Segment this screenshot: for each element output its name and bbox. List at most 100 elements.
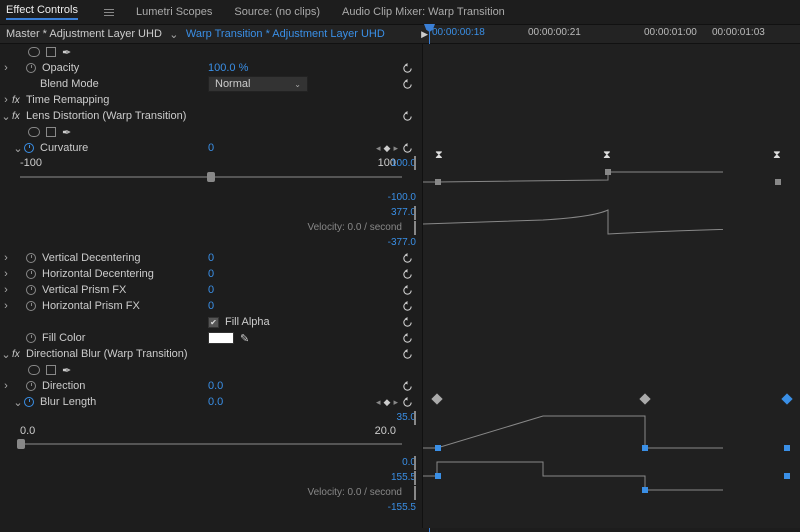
- expand-blur-length[interactable]: ⌄: [12, 396, 24, 409]
- reset-icon[interactable]: [402, 63, 416, 74]
- panel-menu-icon[interactable]: [104, 9, 114, 16]
- keyframe-diamond[interactable]: [781, 393, 792, 404]
- reset-icon[interactable]: [402, 397, 416, 408]
- playhead-time: 00:00:00:18: [432, 27, 485, 38]
- graph-point[interactable]: [435, 179, 441, 185]
- blend-mode-dropdown[interactable]: Normal ⌄: [208, 76, 308, 92]
- stopwatch-icon[interactable]: [24, 397, 34, 407]
- ellipse-mask-icon[interactable]: [28, 365, 40, 375]
- reset-icon[interactable]: [402, 333, 416, 344]
- stopwatch-icon[interactable]: [26, 333, 36, 343]
- direction-value[interactable]: 0.0: [208, 380, 223, 392]
- pen-icon[interactable]: ✒: [62, 126, 71, 139]
- expand-vd[interactable]: ›: [0, 252, 12, 264]
- keyframe-diamond[interactable]: [431, 393, 442, 404]
- graph-point[interactable]: [435, 473, 441, 479]
- graph-toggle-icon[interactable]: [414, 456, 416, 470]
- expand-vp[interactable]: ›: [0, 284, 12, 296]
- blur-length-slider[interactable]: [20, 443, 402, 445]
- graph-point[interactable]: [784, 473, 790, 479]
- reset-icon[interactable]: [402, 301, 416, 312]
- reset-icon[interactable]: [402, 381, 416, 392]
- vp-value[interactable]: 0: [208, 284, 214, 296]
- opacity-value[interactable]: 100.0 %: [208, 62, 248, 74]
- stopwatch-icon[interactable]: [26, 285, 36, 295]
- timeline-graph-area[interactable]: ⧗ ⧗ ⧗: [422, 44, 800, 528]
- fx-icon[interactable]: fx: [12, 95, 26, 106]
- fill-color-swatch[interactable]: [208, 332, 234, 344]
- directional-blur-title: Directional Blur (Warp Transition): [26, 348, 188, 360]
- expand-direction[interactable]: ›: [0, 380, 12, 392]
- expand-hd[interactable]: ›: [0, 268, 12, 280]
- stopwatch-icon[interactable]: [24, 143, 34, 153]
- rect-mask-icon[interactable]: [46, 127, 56, 137]
- expand-hp[interactable]: ›: [0, 300, 12, 312]
- expand-opacity[interactable]: ›: [0, 62, 12, 74]
- hold-keyframe-icon[interactable]: ⧗: [435, 149, 443, 162]
- graph-point[interactable]: [775, 179, 781, 185]
- graph-toggle-icon[interactable]: [414, 221, 416, 235]
- stopwatch-icon[interactable]: [26, 253, 36, 263]
- stopwatch-icon[interactable]: [26, 63, 36, 73]
- tab-audio-mixer[interactable]: Audio Clip Mixer: Warp Transition: [342, 6, 505, 18]
- keyframe-nav[interactable]: ◂◆▸: [376, 143, 398, 154]
- expand-curvature[interactable]: ⌄: [12, 142, 24, 155]
- chevron-down-icon[interactable]: ⌄: [168, 28, 180, 41]
- vd-value[interactable]: 0: [208, 252, 214, 264]
- fx-icon[interactable]: fx: [12, 349, 26, 360]
- graph-toggle-icon[interactable]: [414, 411, 416, 425]
- graph-toggle-icon[interactable]: [414, 486, 416, 500]
- slider-knob[interactable]: [207, 172, 215, 182]
- reset-icon[interactable]: [402, 79, 416, 90]
- reset-icon[interactable]: [402, 317, 416, 328]
- timeline-ruler[interactable]: 00:00:00:18 00:00:00:21 00:00:01:00 00:0…: [428, 24, 794, 44]
- reset-icon[interactable]: [402, 143, 416, 154]
- expand-directional-blur[interactable]: ⌄: [0, 348, 12, 361]
- eyedropper-icon[interactable]: ✎: [240, 332, 249, 345]
- reset-icon[interactable]: [402, 269, 416, 280]
- hold-keyframe-icon[interactable]: ⧗: [773, 149, 781, 162]
- blur-length-value[interactable]: 0.0: [208, 396, 223, 408]
- graph-point[interactable]: [642, 487, 648, 493]
- graph-toggle-icon[interactable]: [414, 206, 416, 220]
- ellipse-mask-icon[interactable]: [28, 127, 40, 137]
- tab-lumetri-scopes[interactable]: Lumetri Scopes: [136, 6, 212, 18]
- curvature-value[interactable]: 0: [208, 142, 214, 154]
- reset-icon[interactable]: [402, 285, 416, 296]
- graph-toggle-icon[interactable]: [414, 471, 416, 485]
- hp-value[interactable]: 0: [208, 300, 214, 312]
- graph-point[interactable]: [784, 445, 790, 451]
- stopwatch-icon[interactable]: [26, 269, 36, 279]
- slider-knob[interactable]: [17, 439, 25, 449]
- stopwatch-icon[interactable]: [26, 381, 36, 391]
- keyframe-nav[interactable]: ◂◆▸: [376, 397, 398, 408]
- graph-point[interactable]: [435, 445, 441, 451]
- expand-time-remap[interactable]: ›: [0, 94, 12, 106]
- reset-icon[interactable]: [402, 349, 416, 360]
- rect-mask-icon[interactable]: [46, 365, 56, 375]
- curvature-velocity-graph: [423, 202, 723, 246]
- hd-value[interactable]: 0: [208, 268, 214, 280]
- graph-point[interactable]: [642, 445, 648, 451]
- sequence-clip-label[interactable]: Warp Transition * Adjustment Layer UHD: [186, 28, 385, 40]
- reset-icon[interactable]: [402, 111, 416, 122]
- rect-mask-icon[interactable]: [46, 47, 56, 57]
- ellipse-mask-icon[interactable]: [28, 47, 40, 57]
- time-label: 00:00:01:03: [712, 27, 765, 38]
- tab-effect-controls[interactable]: Effect Controls: [6, 4, 78, 20]
- fill-alpha-checkbox[interactable]: ✔: [208, 317, 219, 328]
- tab-source[interactable]: Source: (no clips): [234, 6, 320, 18]
- keyframe-diamond[interactable]: [639, 393, 650, 404]
- graph-point[interactable]: [605, 169, 611, 175]
- pen-icon[interactable]: ✒: [62, 364, 71, 377]
- fx-icon[interactable]: fx: [12, 111, 26, 122]
- graph-toggle-icon[interactable]: [414, 156, 416, 170]
- hold-keyframe-icon[interactable]: ⧗: [603, 149, 611, 162]
- vp-label: Vertical Prism FX: [42, 284, 126, 296]
- curvature-slider[interactable]: [20, 176, 402, 178]
- reset-icon[interactable]: [402, 253, 416, 264]
- stopwatch-icon[interactable]: [26, 301, 36, 311]
- expand-lens-distortion[interactable]: ⌄: [0, 110, 12, 123]
- pen-icon[interactable]: ✒: [62, 46, 71, 59]
- chevron-down-icon: ⌄: [294, 80, 301, 89]
